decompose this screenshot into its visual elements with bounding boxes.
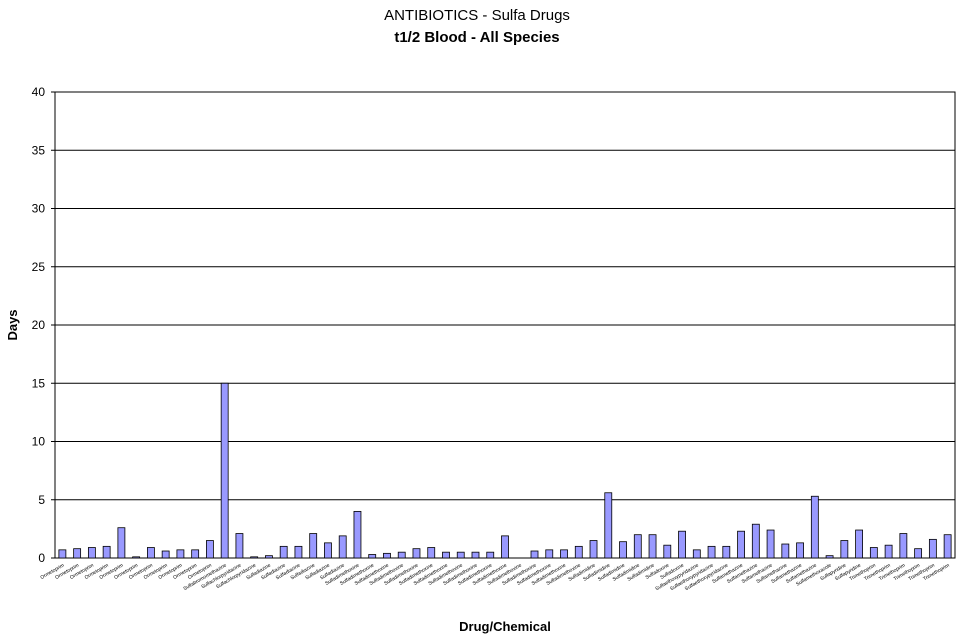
bar bbox=[678, 530, 686, 559]
bar bbox=[574, 545, 583, 559]
bar bbox=[899, 533, 908, 559]
bar bbox=[58, 549, 67, 559]
bar bbox=[914, 548, 923, 559]
bar bbox=[279, 545, 288, 559]
bar bbox=[294, 545, 303, 559]
bar bbox=[796, 542, 804, 559]
bar bbox=[855, 529, 863, 559]
bar bbox=[707, 545, 716, 559]
bar bbox=[545, 549, 554, 559]
y-tick-label: 0 bbox=[38, 551, 45, 565]
bar bbox=[737, 530, 745, 559]
bar bbox=[442, 551, 450, 559]
bar bbox=[250, 556, 259, 559]
bar bbox=[663, 544, 672, 559]
bar bbox=[102, 545, 111, 559]
bar bbox=[206, 540, 214, 559]
y-tick-label: 5 bbox=[38, 493, 45, 507]
y-axis-label: Days bbox=[5, 309, 20, 340]
bar bbox=[456, 551, 465, 559]
bar bbox=[633, 534, 642, 559]
bar bbox=[884, 544, 893, 559]
bar bbox=[176, 549, 185, 559]
bar bbox=[692, 549, 701, 559]
bar bbox=[840, 540, 849, 559]
bar bbox=[383, 552, 391, 559]
bar bbox=[353, 510, 362, 559]
bar bbox=[751, 523, 760, 559]
bar bbox=[338, 535, 347, 559]
chart-title: ANTIBIOTICS - Sulfa Drugs bbox=[384, 7, 570, 24]
bar bbox=[397, 551, 406, 559]
bar bbox=[235, 533, 244, 559]
bar bbox=[265, 555, 273, 559]
bar bbox=[191, 549, 200, 559]
bar bbox=[619, 541, 627, 559]
bar bbox=[766, 529, 775, 559]
bar bbox=[324, 542, 332, 559]
y-tick-label: 30 bbox=[32, 202, 46, 216]
bar bbox=[501, 535, 509, 559]
y-tick-label: 20 bbox=[32, 318, 46, 332]
y-tick-label: 10 bbox=[32, 435, 46, 449]
bar bbox=[943, 534, 952, 559]
y-tick-label: 25 bbox=[32, 260, 46, 274]
bar bbox=[161, 550, 170, 559]
bar bbox=[869, 547, 878, 559]
bar bbox=[589, 540, 598, 559]
bar bbox=[309, 533, 318, 559]
bar bbox=[648, 534, 657, 559]
bar bbox=[825, 555, 834, 559]
bar bbox=[412, 548, 421, 559]
y-tick-label: 40 bbox=[32, 85, 46, 99]
y-tick-label: 35 bbox=[32, 143, 46, 157]
bar bbox=[560, 549, 568, 559]
bar bbox=[486, 551, 495, 559]
bar bbox=[781, 543, 790, 559]
bar bbox=[928, 538, 937, 559]
bar bbox=[530, 550, 539, 559]
bar bbox=[471, 551, 480, 559]
chart-subtitle: t1/2 Blood - All Species bbox=[394, 29, 559, 46]
bar bbox=[368, 554, 377, 559]
bar bbox=[722, 545, 731, 559]
bar bbox=[810, 495, 819, 559]
bar bbox=[427, 547, 436, 559]
bar bbox=[220, 382, 229, 559]
bar bbox=[117, 527, 126, 559]
bar bbox=[147, 547, 155, 559]
bar bbox=[87, 547, 96, 559]
x-axis-label: Drug/Chemical bbox=[459, 619, 551, 634]
bar bbox=[132, 556, 141, 559]
bar bbox=[73, 548, 82, 559]
y-tick-label: 15 bbox=[32, 376, 46, 390]
bar bbox=[604, 492, 613, 559]
